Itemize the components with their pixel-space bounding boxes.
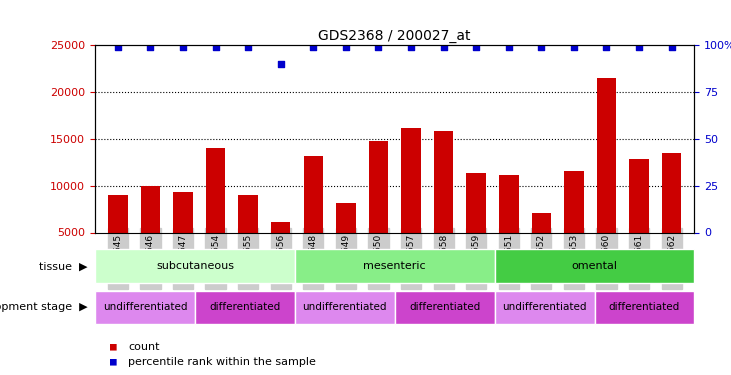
- Bar: [206, 148, 225, 232]
- Bar: [564, 171, 583, 232]
- Point: [633, 44, 645, 50]
- Bar: [271, 222, 290, 232]
- Bar: [629, 159, 649, 232]
- Text: tissue  ▶: tissue ▶: [39, 261, 88, 271]
- Bar: [594, 291, 694, 324]
- Text: undifferentiated: undifferentiated: [103, 303, 187, 312]
- Point: [145, 44, 156, 50]
- Text: undifferentiated: undifferentiated: [303, 303, 387, 312]
- Point: [405, 44, 417, 50]
- Text: ■: ■: [110, 342, 116, 352]
- Text: ■: ■: [110, 357, 116, 367]
- Text: differentiated: differentiated: [609, 303, 680, 312]
- Point: [177, 44, 189, 50]
- Text: subcutaneous: subcutaneous: [156, 261, 234, 271]
- Bar: [466, 173, 486, 232]
- Text: development stage  ▶: development stage ▶: [0, 303, 88, 312]
- Bar: [95, 249, 295, 283]
- Bar: [303, 156, 323, 232]
- Point: [373, 44, 385, 50]
- Bar: [108, 195, 128, 232]
- Text: percentile rank within the sample: percentile rank within the sample: [128, 357, 316, 367]
- Text: count: count: [128, 342, 159, 352]
- Point: [340, 44, 352, 50]
- Bar: [295, 291, 395, 324]
- Bar: [433, 131, 453, 232]
- Point: [503, 44, 515, 50]
- Bar: [401, 128, 421, 232]
- Bar: [95, 291, 195, 324]
- Bar: [336, 203, 356, 232]
- Point: [112, 44, 124, 50]
- Text: omental: omental: [572, 261, 618, 271]
- Point: [242, 44, 254, 50]
- Bar: [295, 249, 495, 283]
- Point: [210, 44, 221, 50]
- Text: mesenteric: mesenteric: [363, 261, 426, 271]
- Point: [470, 44, 482, 50]
- Text: undifferentiated: undifferentiated: [502, 303, 587, 312]
- Bar: [368, 141, 388, 232]
- Point: [666, 44, 678, 50]
- Title: GDS2368 / 200027_at: GDS2368 / 200027_at: [319, 28, 471, 43]
- Bar: [499, 176, 518, 232]
- Bar: [662, 153, 681, 232]
- Bar: [395, 291, 495, 324]
- Bar: [495, 249, 694, 283]
- Bar: [495, 291, 594, 324]
- Point: [438, 44, 450, 50]
- Point: [275, 61, 287, 67]
- Bar: [596, 78, 616, 232]
- Bar: [238, 195, 258, 232]
- Bar: [140, 186, 160, 232]
- Text: differentiated: differentiated: [409, 303, 480, 312]
- Bar: [173, 192, 193, 232]
- Point: [568, 44, 580, 50]
- Point: [601, 44, 613, 50]
- Point: [308, 44, 319, 50]
- Point: [536, 44, 548, 50]
- Bar: [195, 291, 295, 324]
- Bar: [531, 213, 551, 232]
- Text: differentiated: differentiated: [209, 303, 281, 312]
